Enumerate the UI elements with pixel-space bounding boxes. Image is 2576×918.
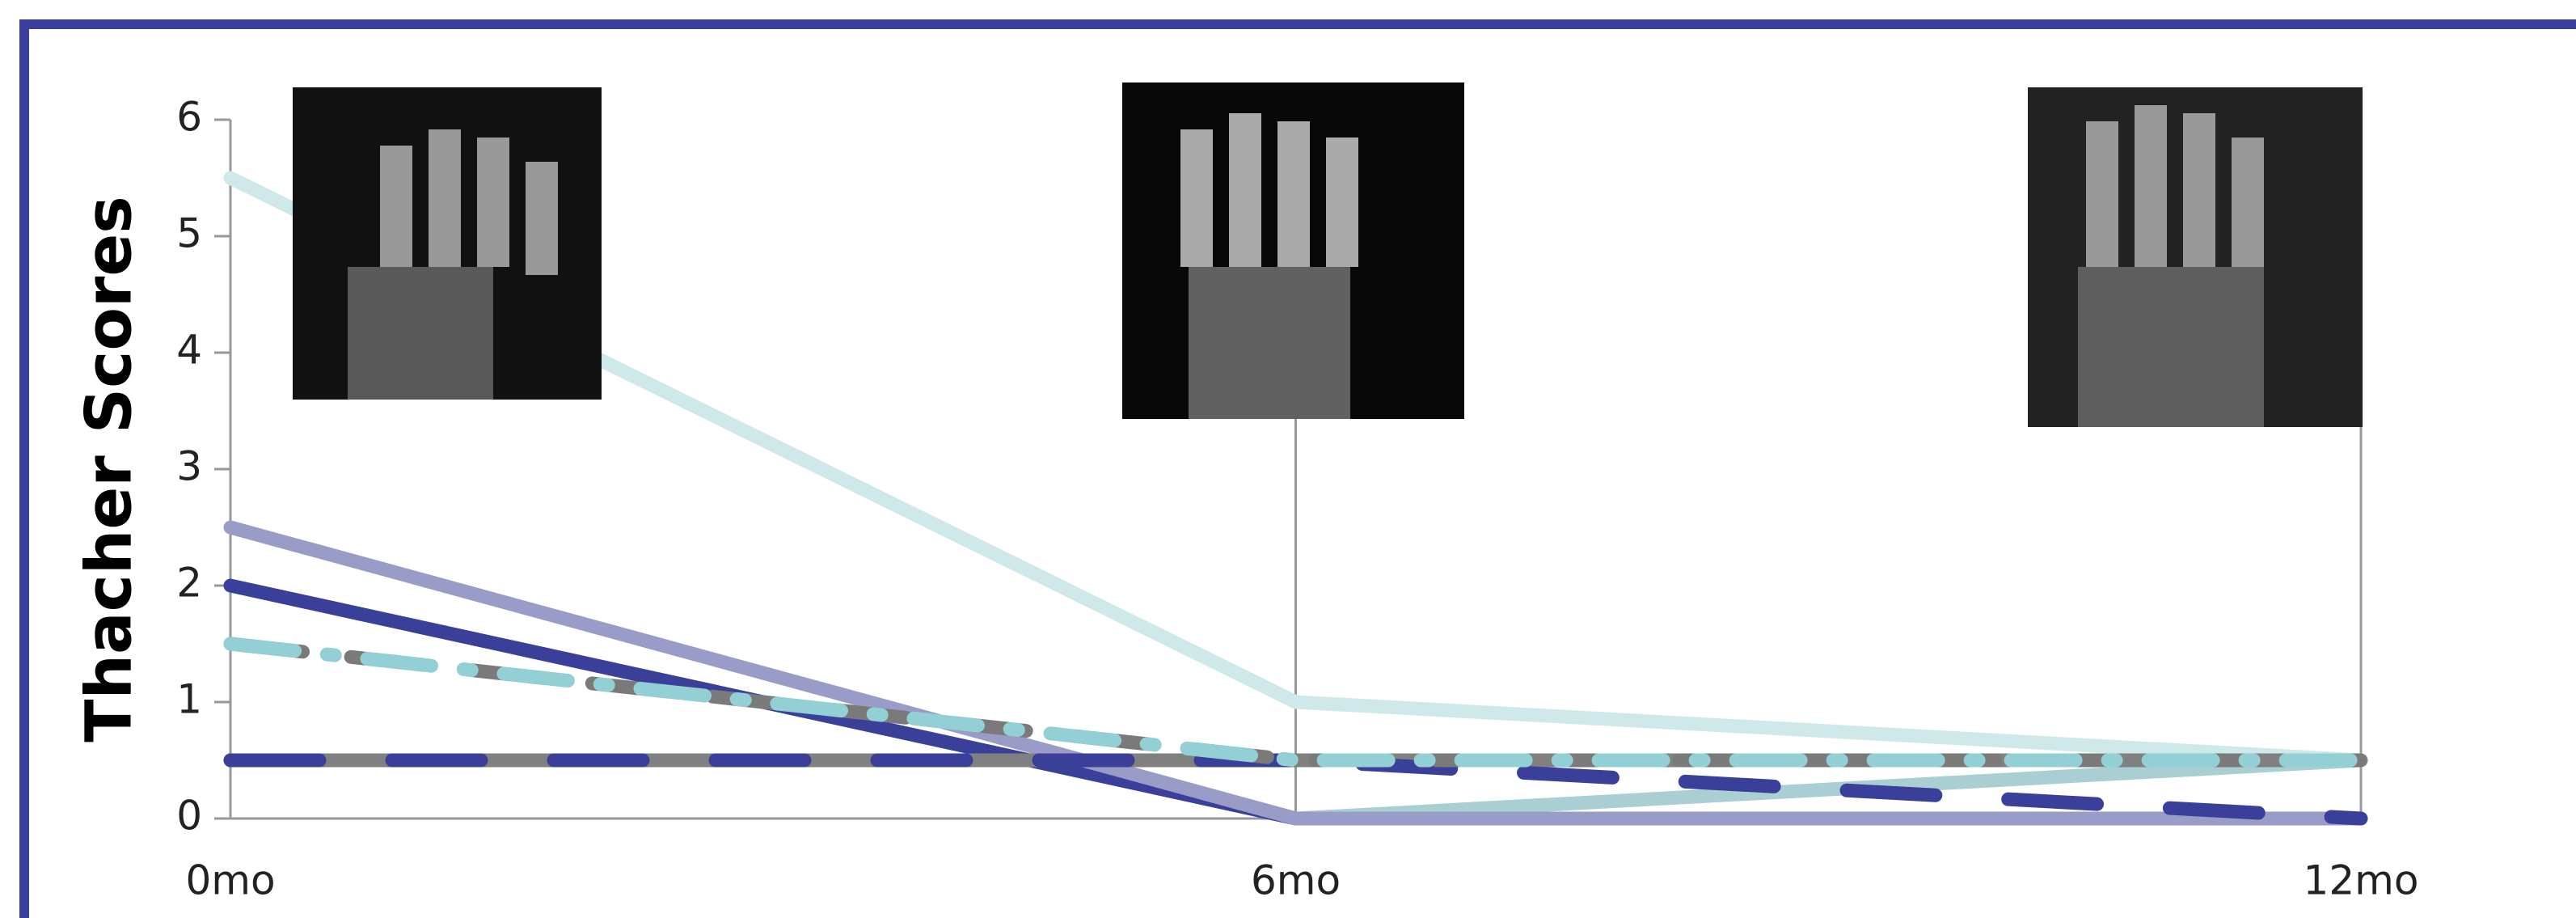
y-tick-label: 0 [176, 793, 202, 840]
xray-image [1122, 82, 1464, 419]
x-tick-label: 6mo [1251, 857, 1341, 904]
xray-image [293, 87, 602, 400]
xray-image [2028, 87, 2363, 427]
y-tick-label: 4 [176, 327, 202, 374]
y-tick-label: 3 [176, 443, 202, 490]
y-tick-label: 1 [176, 676, 202, 723]
y-tick-label: 6 [176, 94, 202, 141]
y-tick-label: 2 [176, 560, 202, 607]
y-axis-label: Thacher Scores [73, 196, 146, 742]
y-tick-label: 5 [176, 210, 202, 257]
x-tick-label: 12mo [2304, 857, 2419, 904]
x-tick-label: 0mo [185, 857, 275, 904]
xray-images [293, 82, 2363, 427]
chart: Thacher Scores 0mo 6mo 12mo 0 1 2 3 4 5 6 [0, 0, 2576, 918]
